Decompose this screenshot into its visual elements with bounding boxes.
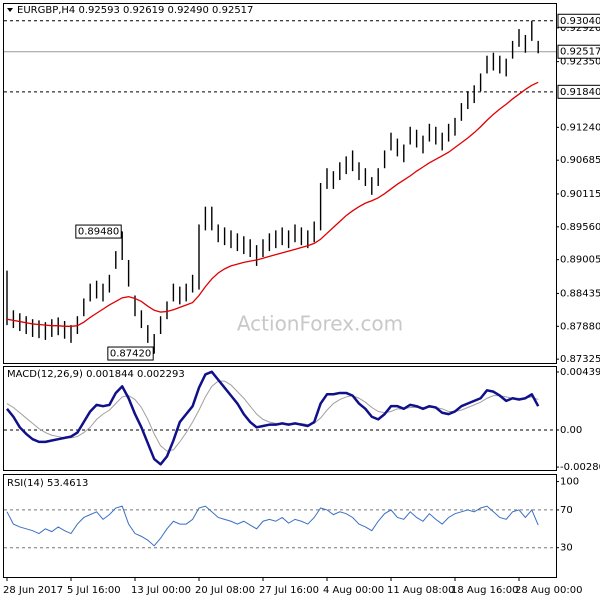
annotation-label: 0.87420 bbox=[110, 349, 151, 360]
y-tick-label: -0.002809 bbox=[560, 462, 600, 473]
annotation-label-box bbox=[107, 346, 154, 361]
y-tick-label: 0.90115 bbox=[560, 189, 600, 200]
macd-title: MACD(12,26,9) 0.001844 0.002293 bbox=[7, 369, 185, 380]
y-tick-label: 0.89005 bbox=[560, 255, 600, 266]
rsi-title: RSI(14) 53.4613 bbox=[7, 478, 88, 489]
symbol-arrow bbox=[7, 8, 13, 12]
level-label: 0.92517 bbox=[560, 47, 600, 58]
y-tick-label: 70 bbox=[560, 505, 573, 516]
signal-line bbox=[6, 380, 539, 452]
y-tick-label: 0.00 bbox=[560, 425, 582, 436]
moving-average bbox=[6, 81, 539, 327]
y-tick-label: 30 bbox=[560, 543, 573, 554]
x-tick-label: 4 Aug 00:00 bbox=[323, 585, 384, 596]
y-tick-label: 0.89560 bbox=[560, 222, 600, 233]
level-label-box bbox=[557, 84, 600, 99]
level-label-box bbox=[557, 44, 600, 59]
price-pane bbox=[3, 3, 557, 364]
x-tick-label: 18 Aug 16:00 bbox=[451, 585, 518, 596]
y-tick-label: 0.87325 bbox=[560, 354, 600, 365]
x-tick-label: 20 Jul 08:00 bbox=[195, 585, 255, 596]
y-tick-label: 0.92350 bbox=[560, 57, 600, 68]
y-tick-label: 0.90685 bbox=[560, 155, 600, 166]
level-label: 0.91840 bbox=[560, 87, 600, 98]
y-tick-label: 0.91240 bbox=[560, 122, 600, 133]
watermark: ActionForex.com bbox=[237, 312, 403, 336]
y-tick-label: 0.92920 bbox=[560, 23, 600, 34]
macd-pane bbox=[3, 366, 557, 471]
x-tick-label: 11 Aug 08:00 bbox=[387, 585, 454, 596]
macd-line bbox=[6, 370, 540, 466]
x-tick-label: 13 Jul 00:00 bbox=[131, 585, 191, 596]
y-tick-label: 0.87880 bbox=[560, 321, 600, 332]
level-label-box bbox=[557, 13, 600, 28]
annotation-label: 0.89480 bbox=[78, 227, 119, 238]
y-tick-label: 100 bbox=[560, 477, 579, 488]
y-tick-label: 0.00439 bbox=[560, 367, 600, 378]
x-tick-label: 5 Jul 16:00 bbox=[67, 585, 121, 596]
annotation-label-box bbox=[75, 224, 122, 239]
rsi-line bbox=[6, 505, 539, 547]
rsi-pane bbox=[3, 474, 557, 578]
x-tick-label: 27 Jul 16:00 bbox=[259, 585, 319, 596]
level-label: 0.93040 bbox=[560, 16, 600, 27]
x-tick-label: 28 Aug 00:00 bbox=[515, 585, 582, 596]
y-tick-label: 0.88435 bbox=[560, 288, 600, 299]
x-tick-label: 28 Jun 2017 bbox=[3, 585, 63, 596]
price-title: EURGBP,H4 0.92593 0.92619 0.92490 0.9251… bbox=[17, 5, 253, 16]
